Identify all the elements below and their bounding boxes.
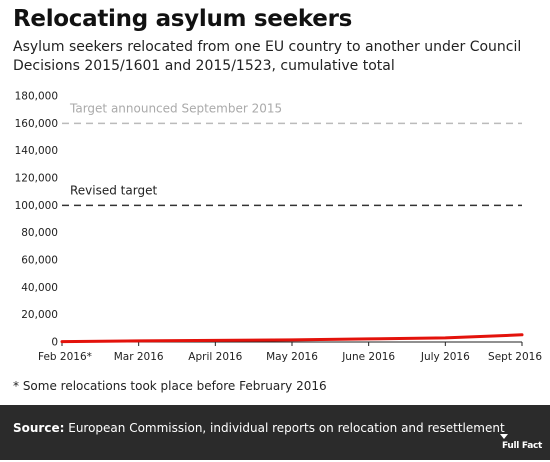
line-chart: 0 20,000 40,000 60,000 80,000 100,000 120,000 1… (15, 91, 543, 364)
chart-subtitle: Asylum seekers relocated from one EU cou… (13, 39, 522, 74)
y-tick-label: 180,000 (15, 91, 58, 103)
y-tick-label: 20,000 (21, 309, 58, 321)
x-tick-label: Feb 2016* (38, 351, 92, 363)
reference-line-label: Revised target (70, 183, 157, 197)
y-tick-label: 40,000 (21, 282, 58, 294)
y-tick-label: 60,000 (21, 255, 58, 267)
y-tick-label: 0 (51, 337, 58, 349)
y-axis-ticks: 0 20,000 40,000 60,000 80,000 100,000 120,000 1… (15, 91, 58, 349)
source-line: Source: European Commission, individual … (13, 421, 505, 435)
reference-line-label: Target announced September 2015 (69, 101, 282, 115)
logo-text: Full Fact (502, 441, 543, 451)
x-tick-label: April 2016 (188, 351, 242, 363)
source-text: European Commission, individual reports … (68, 421, 505, 435)
series-line (60, 333, 524, 344)
footer-bar: Source: European Commission, individual … (0, 405, 550, 460)
x-axis-ticks: Feb 2016* Mar 2016 April 2016 May 2016 June … (38, 342, 542, 363)
y-tick-label: 140,000 (15, 145, 58, 157)
full-fact-logo: Full Fact (496, 432, 544, 458)
y-tick-label: 100,000 (15, 200, 58, 212)
y-tick-label: 120,000 (15, 173, 58, 185)
reference-lines: Target announced September 2015 Revised t… (62, 101, 522, 207)
x-tick-label: Mar 2016 (114, 351, 164, 363)
chart-title: Relocating asylum seekers (13, 6, 353, 32)
x-tick-label: June 2016 (341, 351, 395, 363)
x-tick-label: July 2016 (420, 351, 470, 363)
y-tick-label: 80,000 (21, 227, 58, 239)
footnote: * Some relocations took place before Feb… (13, 379, 327, 393)
x-tick-label: Sept 2016 (488, 351, 542, 363)
source-label: Source: (13, 421, 65, 435)
x-tick-label: May 2016 (266, 351, 318, 363)
y-tick-label: 160,000 (15, 118, 58, 130)
logo-mark-icon (500, 434, 508, 439)
